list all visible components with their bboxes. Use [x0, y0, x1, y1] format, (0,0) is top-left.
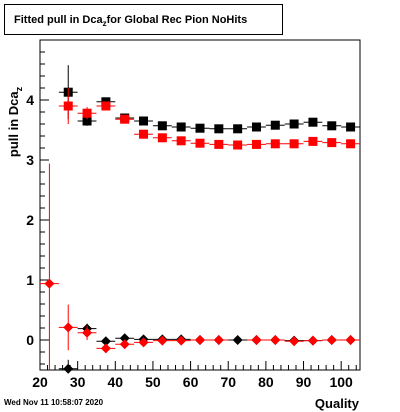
chart-title-rest: for Global Rec Pion NoHits: [106, 13, 248, 26]
axis-ticks: [39, 39, 357, 370]
data-point-diamond: [44, 278, 55, 289]
chart-title-main: Fitted pull in Dca: [14, 13, 103, 26]
data-point-square: [233, 124, 243, 134]
x-tick-label: 80: [258, 374, 274, 390]
data-point-diamond: [63, 322, 74, 333]
data-point-square: [82, 116, 92, 126]
x-tick-label: 40: [108, 374, 124, 390]
data-point-diamond: [307, 335, 318, 346]
data-point-square: [251, 122, 261, 132]
x-tick-label: 50: [145, 374, 161, 390]
x-tick-label: 90: [296, 374, 312, 390]
data-point-square: [195, 123, 205, 133]
y-tick-label: 2: [26, 212, 34, 228]
data-point-square: [233, 140, 243, 150]
data-point-square: [176, 122, 186, 132]
data-point-square: [346, 122, 356, 132]
data-point-square: [251, 139, 261, 149]
data-point-diamond: [100, 343, 111, 354]
data-point-diamond: [138, 337, 149, 348]
data-point-square: [289, 119, 299, 129]
data-point-diamond: [232, 335, 243, 345]
data-point-square: [195, 138, 205, 148]
data-point-diamond: [270, 335, 281, 345]
data-point-square: [270, 139, 280, 149]
data-point-diamond: [119, 333, 130, 344]
data-point-square: [308, 117, 318, 127]
data-point-square: [327, 121, 337, 131]
tick-labels: 20 30 40 50 60 70 80 90 100 0 1 2 3 4: [26, 92, 353, 390]
data-point-square: [214, 124, 224, 134]
data-point-diamond: [119, 339, 130, 350]
data-point-diamond: [63, 363, 74, 374]
data-point-square: [289, 139, 299, 149]
y-tick-label: 4: [26, 92, 34, 108]
data-point-diamond: [345, 335, 356, 345]
x-axis-title: Quality: [315, 396, 360, 411]
data-point-square: [82, 108, 92, 118]
data-point-diamond: [289, 336, 300, 347]
data-point-square: [63, 101, 73, 111]
y-tick-label: 3: [26, 152, 34, 168]
chart-title-subscript: z: [102, 19, 107, 28]
data-point-diamond: [195, 335, 205, 345]
x-tick-label: 70: [220, 374, 236, 390]
data-point-square: [101, 101, 111, 111]
data-point-square: [270, 120, 280, 130]
data-point-diamond: [213, 335, 224, 345]
x-tick-label: 20: [32, 374, 48, 390]
data-point-square: [139, 116, 149, 126]
data-point-diamond: [176, 335, 187, 346]
data-point-square: [346, 139, 356, 149]
x-tick-label: 60: [183, 374, 199, 390]
plot-frame: [39, 39, 361, 371]
x-tick-label: 100: [329, 374, 353, 390]
data-point-diamond: [100, 336, 111, 347]
data-point-square: [120, 114, 130, 124]
y-tick-label: 1: [26, 272, 34, 288]
data-point-square: [157, 121, 167, 131]
data-point-square: [139, 129, 149, 139]
data-point-diamond: [82, 327, 93, 338]
date-stamp: Wed Nov 11 10:58:07 2020: [4, 398, 104, 407]
data-point-square: [308, 136, 318, 146]
data-point-diamond: [326, 335, 337, 345]
data-point-diamond: [157, 335, 168, 346]
data-point-square: [327, 138, 337, 148]
y-axis-title: pull in Dcaz: [6, 86, 24, 157]
data-point-square: [214, 139, 224, 149]
y-tick-label: 0: [26, 332, 34, 348]
chart-title: Fitted pull in Dca z for Global Rec Pion …: [4, 4, 283, 35]
x-tick-label: 30: [70, 374, 86, 390]
data-point-diamond: [251, 335, 262, 345]
data-point-square: [176, 136, 186, 146]
data-points: [40, 65, 360, 374]
data-point-square: [157, 133, 167, 143]
